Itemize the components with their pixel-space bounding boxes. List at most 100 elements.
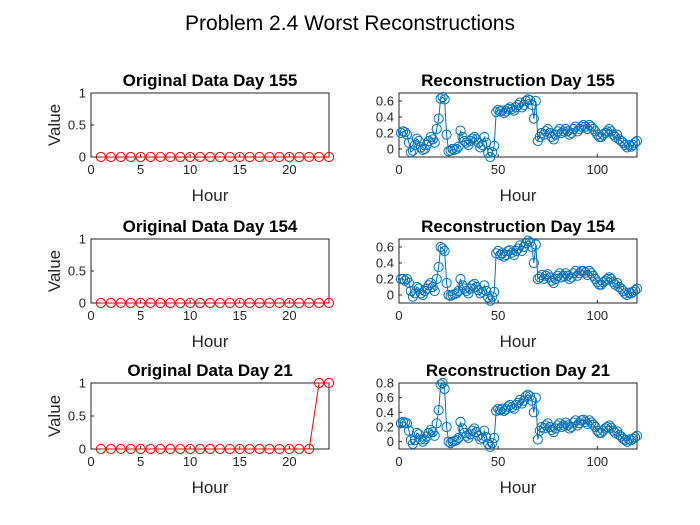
data-point xyxy=(437,243,448,254)
data-point xyxy=(445,145,456,156)
data-point xyxy=(204,151,216,163)
data-point xyxy=(451,143,462,155)
data-point xyxy=(629,285,641,296)
data-point xyxy=(284,297,295,309)
data-point xyxy=(489,286,500,297)
data-point xyxy=(627,139,639,151)
data-point xyxy=(443,436,454,447)
data-point xyxy=(431,273,442,285)
data-point xyxy=(487,291,498,302)
data-point xyxy=(425,424,436,436)
data-point xyxy=(602,126,613,137)
data-point xyxy=(204,297,216,309)
data-point xyxy=(313,297,325,309)
data-point xyxy=(556,272,567,283)
data-point xyxy=(479,131,490,143)
data-point xyxy=(125,297,136,309)
data-point xyxy=(528,407,539,418)
y-tick-label: 0.2 xyxy=(376,272,394,287)
data-point xyxy=(214,297,226,309)
data-point xyxy=(425,131,436,143)
data-point xyxy=(455,416,466,427)
data-point xyxy=(395,127,407,139)
subplot-title: Original Data Day 21 xyxy=(127,361,292,380)
y-tick-label: 0.8 xyxy=(376,376,394,391)
y-tick-label: 0.2 xyxy=(376,126,394,141)
y-tick-label: 0.5 xyxy=(68,118,86,133)
data-point xyxy=(439,245,450,257)
x-tick-label: 5 xyxy=(137,162,144,177)
x-tick-label: 10 xyxy=(183,454,197,469)
data-point xyxy=(415,434,426,445)
data-point xyxy=(105,151,116,163)
data-point xyxy=(491,107,502,118)
y-axis-label: Value xyxy=(45,250,64,292)
data-point xyxy=(165,297,176,309)
subplot-1: 0 5 10 15 20 0 0.5 1 Original Data Day 155 Hour Va… xyxy=(45,71,335,205)
data-point xyxy=(618,285,629,297)
data-point xyxy=(115,443,126,455)
data-point xyxy=(530,239,541,250)
axes-box xyxy=(90,382,330,450)
data-point xyxy=(185,297,196,309)
data-point xyxy=(234,443,245,455)
data-point xyxy=(501,106,512,117)
y-axis-label: Value xyxy=(45,395,64,437)
data-point xyxy=(125,443,136,455)
data-point xyxy=(475,434,486,445)
data-point xyxy=(274,151,285,163)
data-point xyxy=(606,422,617,433)
data-point xyxy=(502,103,514,115)
y-tick-label: 0 xyxy=(387,434,394,449)
data-point xyxy=(135,151,146,163)
data-point xyxy=(530,95,541,107)
data-point xyxy=(574,123,585,135)
data-point xyxy=(413,135,424,147)
data-point xyxy=(616,135,627,147)
data-point xyxy=(441,421,452,433)
data-point xyxy=(469,131,480,143)
y-tick-label: 1 xyxy=(79,232,86,247)
data-point xyxy=(487,147,498,158)
data-point xyxy=(409,435,420,446)
data-point xyxy=(419,285,430,297)
data-point xyxy=(244,151,255,163)
axes-box xyxy=(90,92,330,158)
x-tick-label: 15 xyxy=(233,308,247,323)
data-point xyxy=(483,292,494,303)
data-point xyxy=(429,285,440,297)
data-point xyxy=(524,237,536,248)
data-point xyxy=(596,279,607,290)
data-point xyxy=(421,283,432,294)
data-point xyxy=(409,139,420,151)
data-point xyxy=(499,251,510,262)
data-point xyxy=(399,127,411,138)
data-point xyxy=(429,430,440,441)
data-point xyxy=(323,151,335,163)
data-point xyxy=(95,297,107,309)
data-point xyxy=(431,418,442,429)
data-point xyxy=(234,151,245,163)
data-point xyxy=(578,119,589,131)
data-point xyxy=(614,429,625,441)
data-point xyxy=(451,435,462,446)
data-point xyxy=(145,297,156,309)
y-tick-label: 0 xyxy=(387,288,394,303)
y-tick-label: 0.4 xyxy=(376,256,394,271)
data-point xyxy=(441,129,452,140)
data-point xyxy=(264,151,275,163)
data-point xyxy=(548,134,559,145)
y-tick-label: 1 xyxy=(79,86,86,101)
data-point xyxy=(485,151,496,163)
x-tick-label: 0 xyxy=(87,308,94,323)
data-point xyxy=(441,277,452,289)
data-point xyxy=(294,443,305,455)
data-point xyxy=(463,288,474,299)
data-point xyxy=(528,113,539,124)
data-point xyxy=(538,423,549,434)
data-point xyxy=(477,432,488,444)
data-point xyxy=(512,397,524,408)
data-point xyxy=(254,443,265,455)
data-point xyxy=(175,297,186,309)
